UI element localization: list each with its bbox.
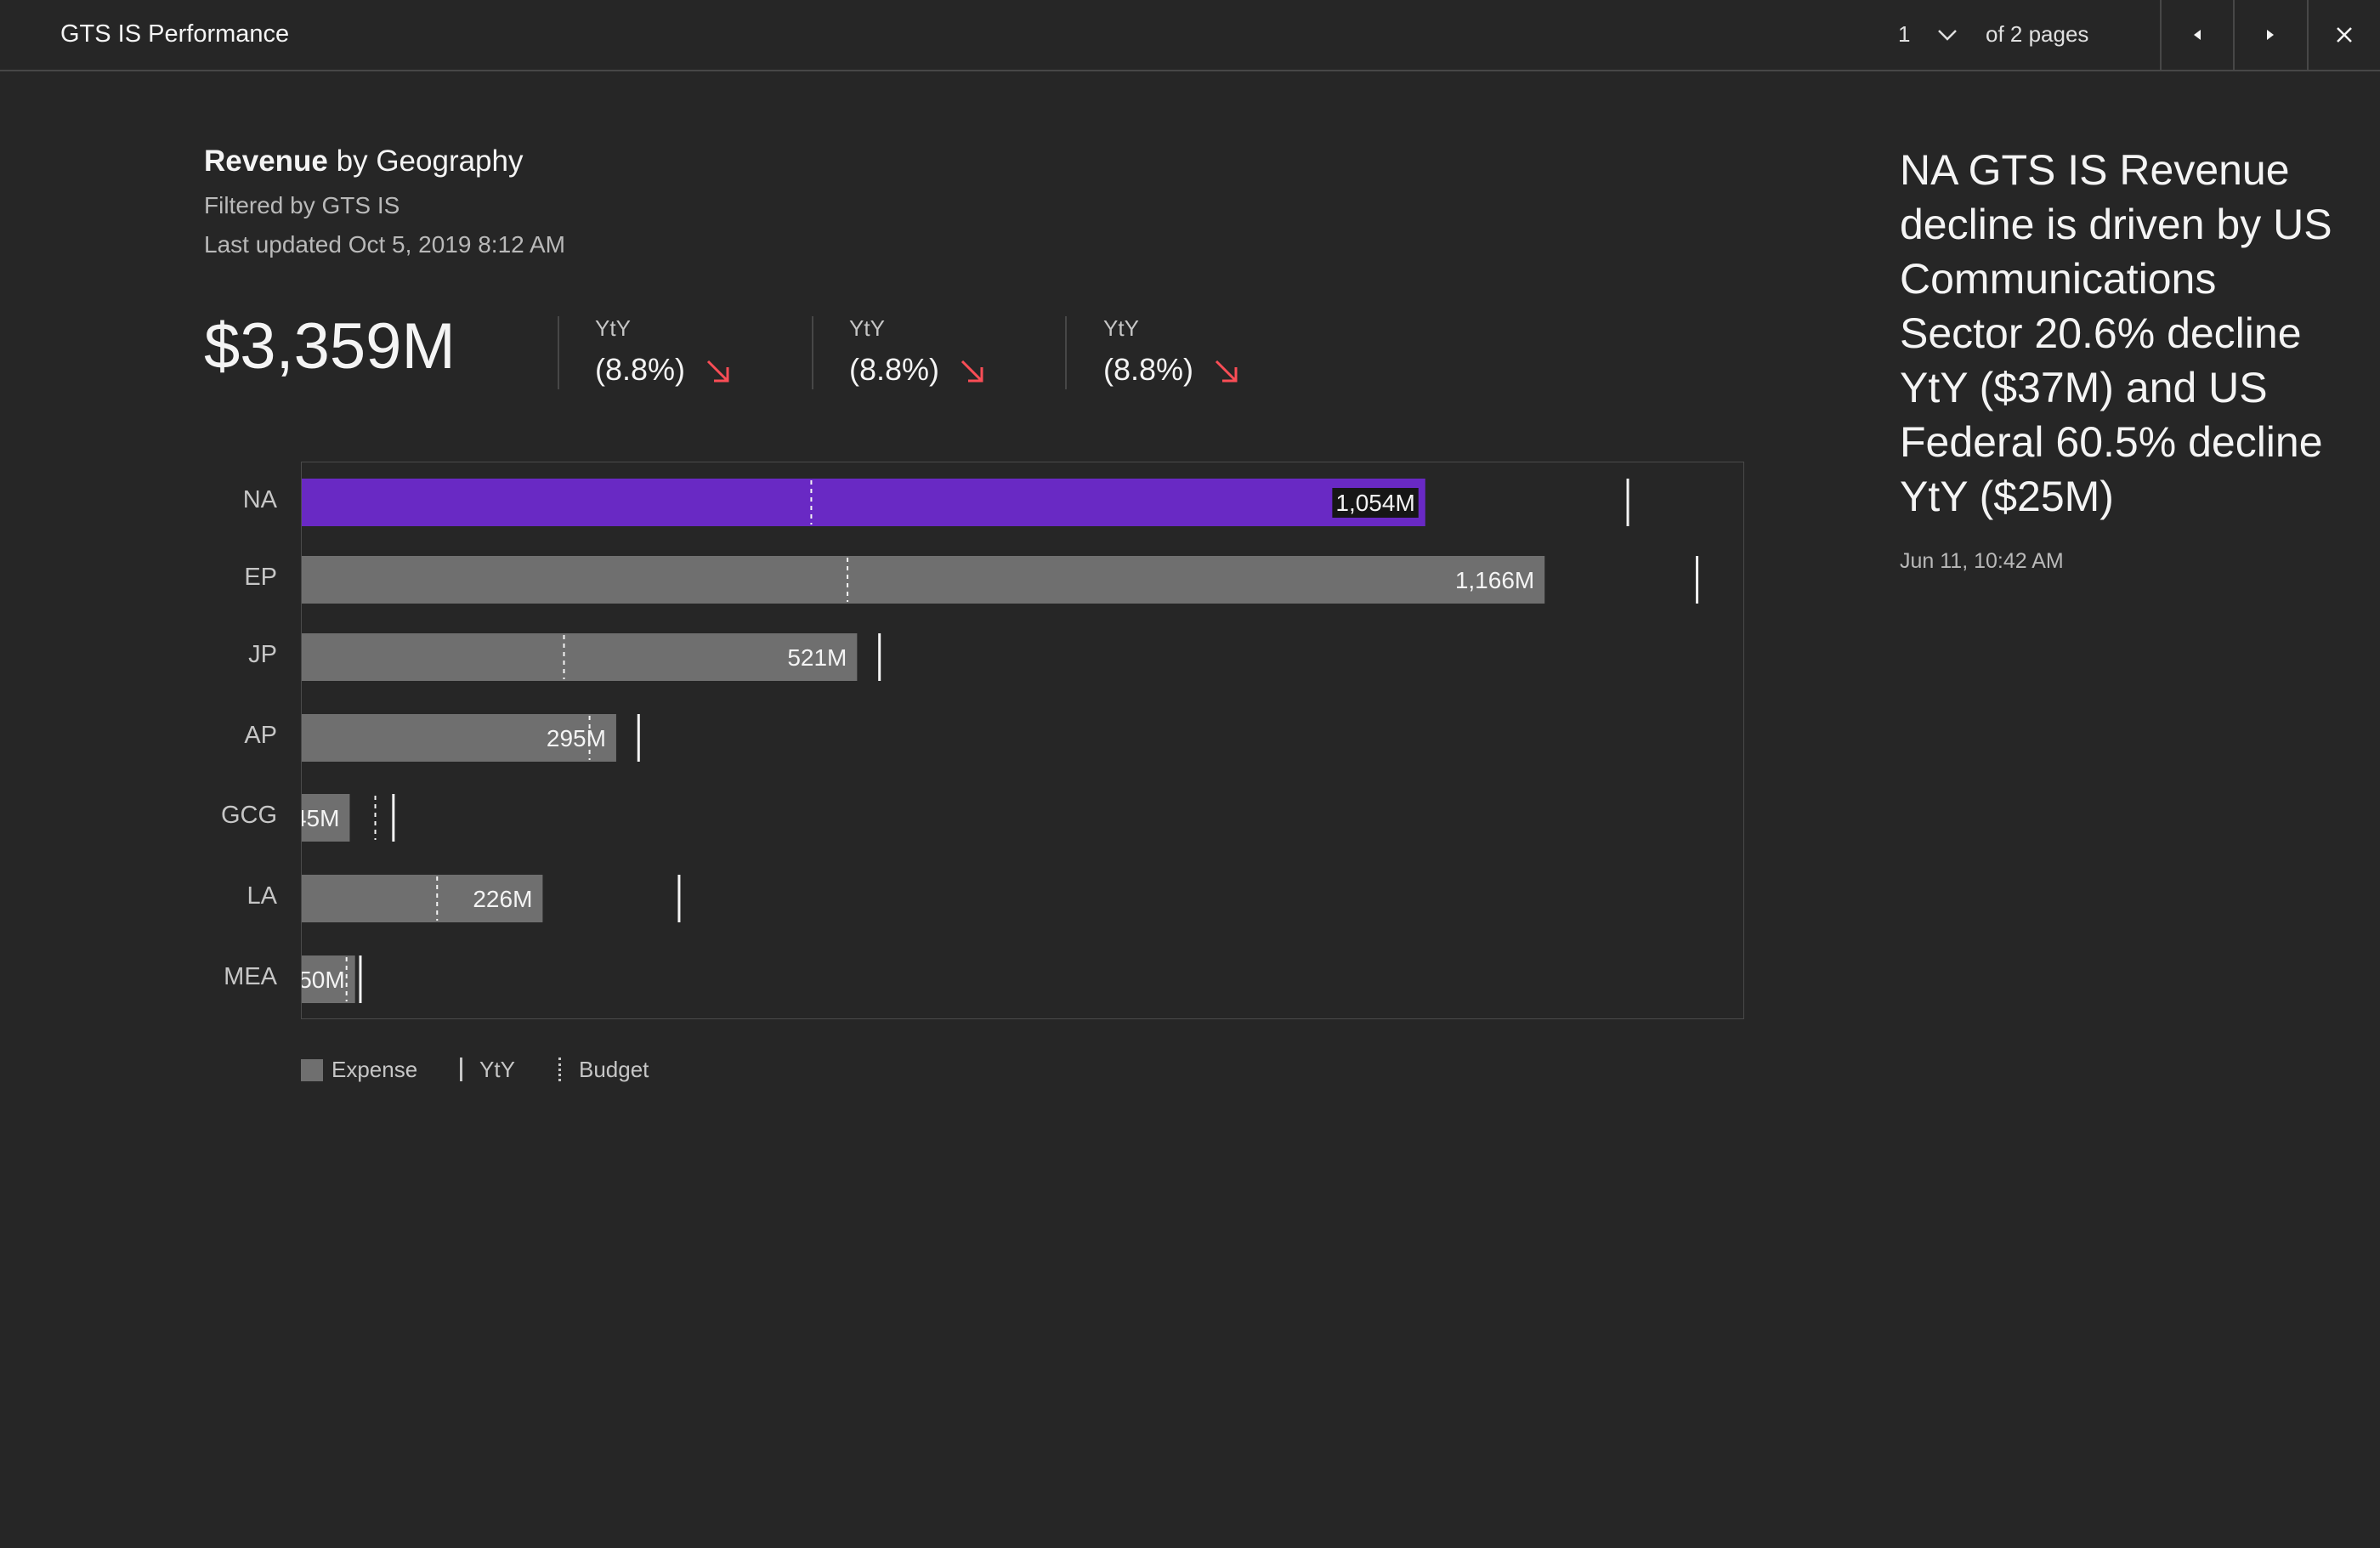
caret-right-icon — [2267, 30, 2274, 40]
insight-text: NA GTS IS Revenue decline is driven by U… — [1900, 146, 2332, 520]
chart-title-rest: by Geography — [327, 145, 524, 178]
bar-la — [302, 875, 543, 922]
page-number-select[interactable]: 1 — [1898, 21, 1911, 47]
chart-title: Revenue by Geography — [204, 145, 524, 179]
insight-date: Jun 11, 10:42 AM — [1900, 549, 2064, 573]
trend-down-icon — [706, 360, 729, 383]
kpi-2-label: YtY — [849, 315, 885, 341]
bar-chart-svg: 1,054M 1,166M 521M 295M 45M 226M 50M — [302, 479, 1699, 1003]
kpi-1-label: YtY — [595, 315, 631, 341]
category-label: GCG — [220, 802, 277, 829]
total-revenue-value: $3,359M — [204, 310, 456, 383]
kpi-2-value: (8.8%) — [849, 352, 940, 387]
top-bar: GTS IS Performance 1 of 2 pages — [0, 0, 2380, 71]
caret-left-icon — [2194, 30, 2201, 40]
value-label: 50M — [302, 967, 345, 993]
bar-chart: 1,054M 1,166M 521M 295M 45M 226M 50M — [301, 462, 1744, 1019]
legend-budget-label: Budget — [579, 1057, 649, 1082]
kpi-divider — [1065, 316, 1067, 389]
bar-jp — [302, 633, 858, 681]
close-button[interactable] — [2307, 0, 2380, 70]
legend-expense-label: Expense — [332, 1057, 418, 1082]
next-page-button[interactable] — [2233, 0, 2306, 70]
category-label: EP — [244, 564, 277, 591]
bar-ap — [302, 714, 616, 762]
category-label: JP — [248, 641, 277, 668]
legend-yty-label: YtY — [479, 1057, 515, 1082]
previous-page-button[interactable] — [2160, 0, 2233, 70]
chart-title-bold: Revenue — [204, 145, 328, 178]
kpi-divider — [558, 316, 559, 389]
trend-down-icon — [960, 360, 983, 383]
close-icon — [2337, 27, 2352, 43]
value-label: 295M — [547, 725, 606, 751]
filter-label: Filtered by GTS IS — [204, 192, 400, 218]
kpi-1-value: (8.8%) — [595, 352, 686, 387]
category-label: MEA — [224, 963, 277, 990]
kpi-3-value: (8.8%) — [1103, 352, 1194, 387]
category-label: NA — [242, 486, 277, 513]
bar-na — [302, 479, 1425, 526]
value-label: 226M — [473, 886, 532, 912]
app-title: GTS IS Performance — [60, 20, 290, 48]
value-label: 1,054M — [1335, 490, 1414, 516]
legend-expense-swatch — [301, 1059, 323, 1081]
value-label: 1,166M — [1455, 567, 1534, 593]
page-total-label: of 2 pages — [1986, 21, 2089, 47]
highlight-label-bg — [1332, 488, 1419, 518]
bar-ep — [302, 556, 1545, 604]
legend-yty-marker — [460, 1058, 462, 1081]
category-label: AP — [244, 722, 277, 749]
value-label: 45M — [302, 805, 339, 831]
category-label: LA — [246, 882, 277, 910]
kpi-divider — [812, 316, 813, 389]
legend-budget-marker — [558, 1058, 561, 1081]
kpi-3-label: YtY — [1103, 315, 1139, 341]
value-label: 521M — [787, 644, 847, 671]
trend-down-icon — [1215, 360, 1238, 383]
last-updated-label: Last updated Oct 5, 2019 8:12 AM — [204, 231, 565, 258]
bar-gcg — [302, 794, 350, 842]
chevron-down-icon[interactable] — [1935, 22, 1960, 48]
